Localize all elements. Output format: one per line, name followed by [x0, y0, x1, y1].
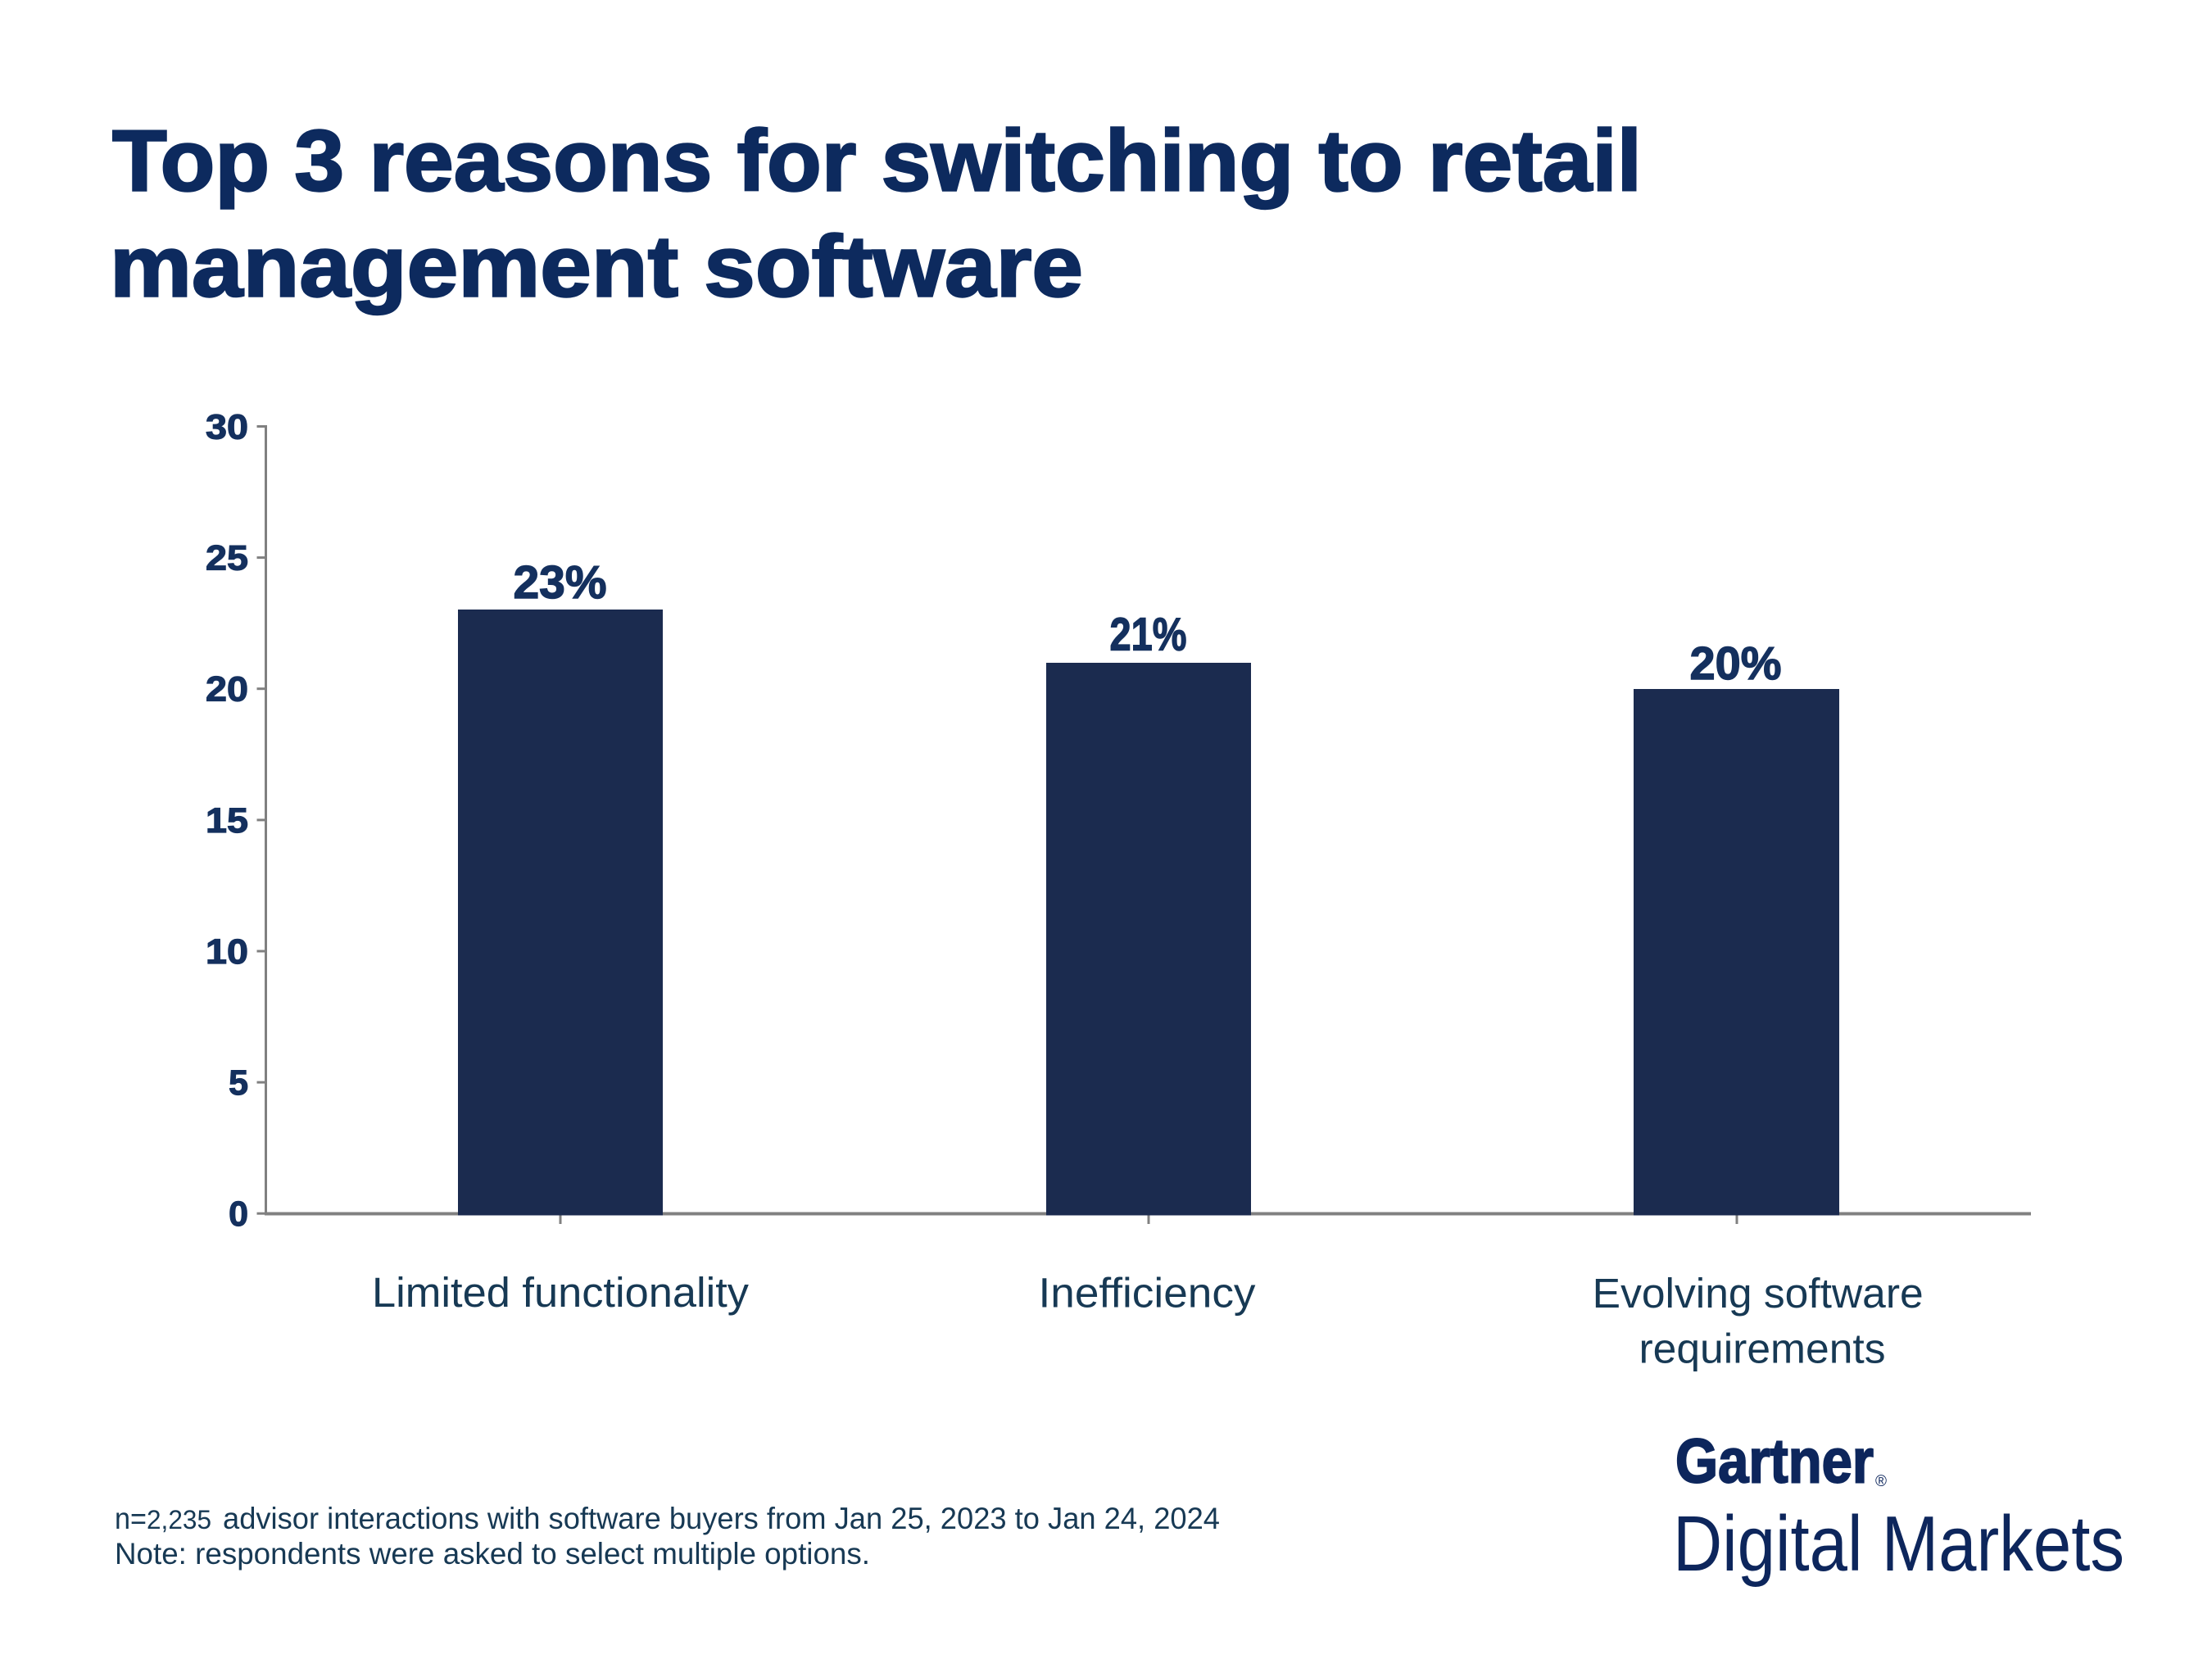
- svg-text:Top 3 reasons for switching to: Top 3 reasons for switching to retail: [112, 113, 1642, 210]
- svg-text:30: 30: [206, 408, 248, 447]
- svg-text:n=: n=: [115, 1502, 147, 1535]
- svg-text:requirements: requirements: [1639, 1326, 1886, 1372]
- svg-text:Digital Markets: Digital Markets: [1673, 1500, 2124, 1588]
- svg-text:management software: management software: [110, 219, 1083, 315]
- svg-text:2,235: 2,235: [147, 1505, 211, 1534]
- svg-text:®: ®: [1875, 1473, 1887, 1490]
- svg-text:23%: 23%: [513, 556, 606, 609]
- svg-text:21%: 21%: [1110, 609, 1187, 661]
- svg-text:advisor interactions with soft: advisor interactions with software buyer…: [223, 1502, 1220, 1535]
- svg-text:10: 10: [206, 932, 248, 972]
- svg-text:Note: respondents were asked t: Note: respondents were asked to select m…: [115, 1537, 870, 1571]
- svg-text:15: 15: [206, 801, 248, 841]
- svg-text:0: 0: [229, 1194, 248, 1234]
- svg-text:20%: 20%: [1690, 637, 1782, 690]
- svg-text:5: 5: [229, 1063, 248, 1103]
- svg-text:Evolving software: Evolving software: [1593, 1270, 1924, 1317]
- svg-text:Inefficiency: Inefficiency: [1039, 1270, 1257, 1317]
- svg-text:Gartner: Gartner: [1675, 1427, 1874, 1497]
- svg-text:25: 25: [206, 539, 248, 578]
- svg-text:Limited functionality: Limited functionality: [372, 1269, 750, 1316]
- svg-text:20: 20: [206, 670, 248, 709]
